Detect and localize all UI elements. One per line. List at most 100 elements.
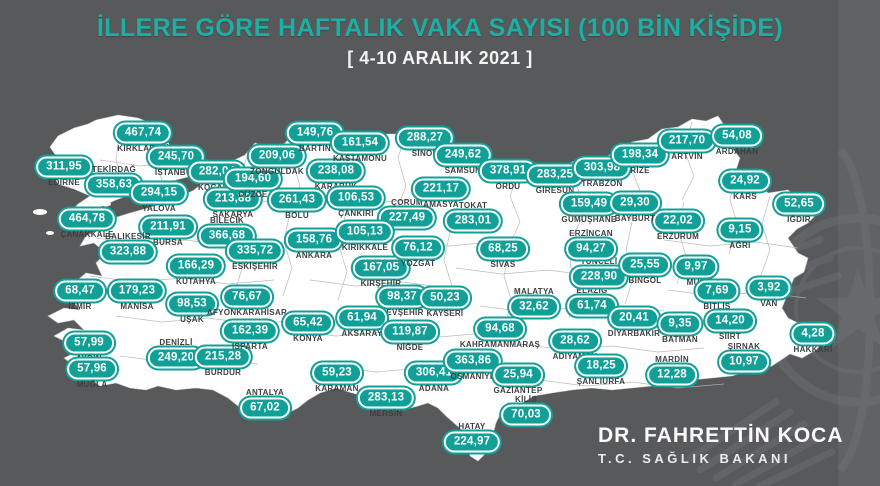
province-value-badge: 12,28 <box>647 364 697 386</box>
province-value-badge: 149,76 <box>286 122 344 144</box>
province-value-badge: 221,17 <box>412 178 470 200</box>
province-name-label: ADANA <box>418 384 450 393</box>
province-value-badge: 3,92 <box>747 277 791 299</box>
province-value-badge: 94,68 <box>475 318 525 340</box>
province-name-label: SAMSUN <box>444 166 482 175</box>
province-name-label: GAZİANTEP <box>493 386 543 395</box>
province-value-badge: 61,94 <box>337 307 387 329</box>
province-value-badge: 76,12 <box>393 237 443 259</box>
province-name-label: BARTIN <box>298 144 332 153</box>
province-name-label: HAKKARİ <box>793 345 833 354</box>
province-name-label: RİZE <box>630 166 650 175</box>
province-value-badge: 98,53 <box>167 293 217 315</box>
province-name-label: DÜZCE <box>238 190 268 199</box>
date-range-subtitle: [ 4-10 ARALIK 2021 ] <box>347 48 533 68</box>
province-value-badge: 14,20 <box>705 310 755 332</box>
province-name-label: ANTALYA <box>245 388 285 397</box>
province-value-badge: 211,91 <box>140 216 196 238</box>
province-name-label: KÜTAHYA <box>176 277 216 286</box>
province-value-badge: 94,27 <box>566 238 616 260</box>
province-value-badge: 261,43 <box>268 189 326 211</box>
province-name-label: KASTAMONU <box>332 154 388 163</box>
province-name-label: ARDAHAN <box>715 147 759 156</box>
province-value-badge: 335,72 <box>226 240 284 262</box>
province-value-badge: 25,94 <box>493 364 543 386</box>
province-value-badge: 238,08 <box>307 160 365 182</box>
province-name-label: AĞRI <box>729 241 751 250</box>
province-name-label: BALIKESİR <box>105 232 151 241</box>
province-name-label: KIRŞEHİR <box>360 279 402 288</box>
province-value-badge: 68,47 <box>55 280 105 302</box>
province-value-badge: 76,67 <box>222 286 272 308</box>
province-value-badge: 378,91 <box>479 160 537 182</box>
header: İLLERE GÖRE HAFTALIK VAKA SAYISI (100 Bİ… <box>0 14 880 69</box>
province-name-label: KARS <box>733 192 757 201</box>
province-name-label: UŞAK <box>180 315 204 324</box>
province-name-label: VAN <box>760 299 778 308</box>
province-value-badge: 162,39 <box>221 320 279 342</box>
province-name-label: YOZGAT <box>400 259 436 268</box>
province-name-label: ANKARA <box>295 251 333 260</box>
province-name-label: İSTANBUL <box>154 168 198 177</box>
province-value-badge: 245,70 <box>147 146 205 168</box>
province-value-badge: 358,63 <box>85 174 143 196</box>
province-name-label: İZMİR <box>68 302 92 311</box>
province-name-label: TRABZON <box>581 179 623 188</box>
province-name-label: TEKİRDAĞ <box>91 165 137 174</box>
province-name-label: BOLU <box>285 211 309 220</box>
province-value-badge: 61,74 <box>567 295 617 317</box>
province-name-label: KIRIKKALE <box>341 243 389 252</box>
province-value-badge: 70,03 <box>501 404 551 426</box>
province-value-badge: 24,92 <box>720 170 770 192</box>
province-value-badge: 283,01 <box>444 210 502 232</box>
province-name-label: KARABÜK <box>314 182 358 191</box>
province-name-label: MUŞ <box>686 278 706 287</box>
province-value-badge: 52,65 <box>774 193 824 215</box>
province-value-badge: 198,34 <box>611 144 669 166</box>
province-value-badge: 106,53 <box>327 187 385 209</box>
province-name-label: ERZURUM <box>656 232 700 241</box>
province-value-badge: 249,62 <box>434 144 492 166</box>
province-value-badge: 283,25 <box>526 164 584 186</box>
province-name-label: KARAMAN <box>315 384 359 393</box>
province-value-badge: 105,13 <box>336 221 394 243</box>
province-name-label: KOCAELİ <box>197 183 237 192</box>
province-name-label: BAYBURT <box>614 214 656 223</box>
province-name-label: KAHRAMANMARAŞ <box>459 340 541 349</box>
province-value-badge: 227,49 <box>378 207 436 229</box>
province-name-label: ERZİNCAN <box>569 229 613 238</box>
province-name-label: ZONGULDAK <box>250 167 304 176</box>
province-value-badge: 22,02 <box>653 210 703 232</box>
province-name-label: SİNOP <box>411 149 439 158</box>
province-name-label: GÜMÜŞHANE <box>561 215 617 224</box>
province-name-label: SİİRT <box>719 332 741 341</box>
province-value-badge: 29,30 <box>610 192 660 214</box>
province-name-label: MUĞLA <box>76 380 108 389</box>
province-name-label: NİĞDE <box>396 343 424 352</box>
province-value-badge: 323,88 <box>99 241 157 263</box>
minister-name: DR. FAHRETTİN KOCA <box>598 424 844 447</box>
province-name-label: AMASYA <box>423 200 459 209</box>
province-value-badge: 50,23 <box>420 287 470 309</box>
province-value-badge: 4,28 <box>791 323 835 345</box>
province-value-badge: 57,99 <box>64 332 114 354</box>
province-value-badge: 179,23 <box>108 280 166 302</box>
province-value-badge: 213,88 <box>204 188 262 210</box>
province-value-badge: 224,97 <box>443 431 501 453</box>
province-value-badge: 249,20 <box>147 347 205 369</box>
province-value-badge: 158,76 <box>285 229 343 251</box>
province-value-badge: 10,97 <box>719 351 769 373</box>
province-value-badge: 215,28 <box>194 346 252 368</box>
province-value-badge: 294,15 <box>130 182 188 204</box>
province-name-label: IĞDIR <box>787 215 811 224</box>
province-name-label: ŞANLIURFA <box>576 377 626 386</box>
province-name-label: ARTVİN <box>671 152 703 161</box>
province-value-badge: 68,25 <box>478 238 528 260</box>
province-name-label: SAKARYA <box>212 210 254 219</box>
province-value-badge: 119,87 <box>382 321 438 343</box>
islands <box>33 201 111 235</box>
province-name-label: KİLİS <box>515 395 537 404</box>
province-name-label: BİLECİK <box>209 216 245 225</box>
province-value-badge: 65,42 <box>283 312 333 334</box>
